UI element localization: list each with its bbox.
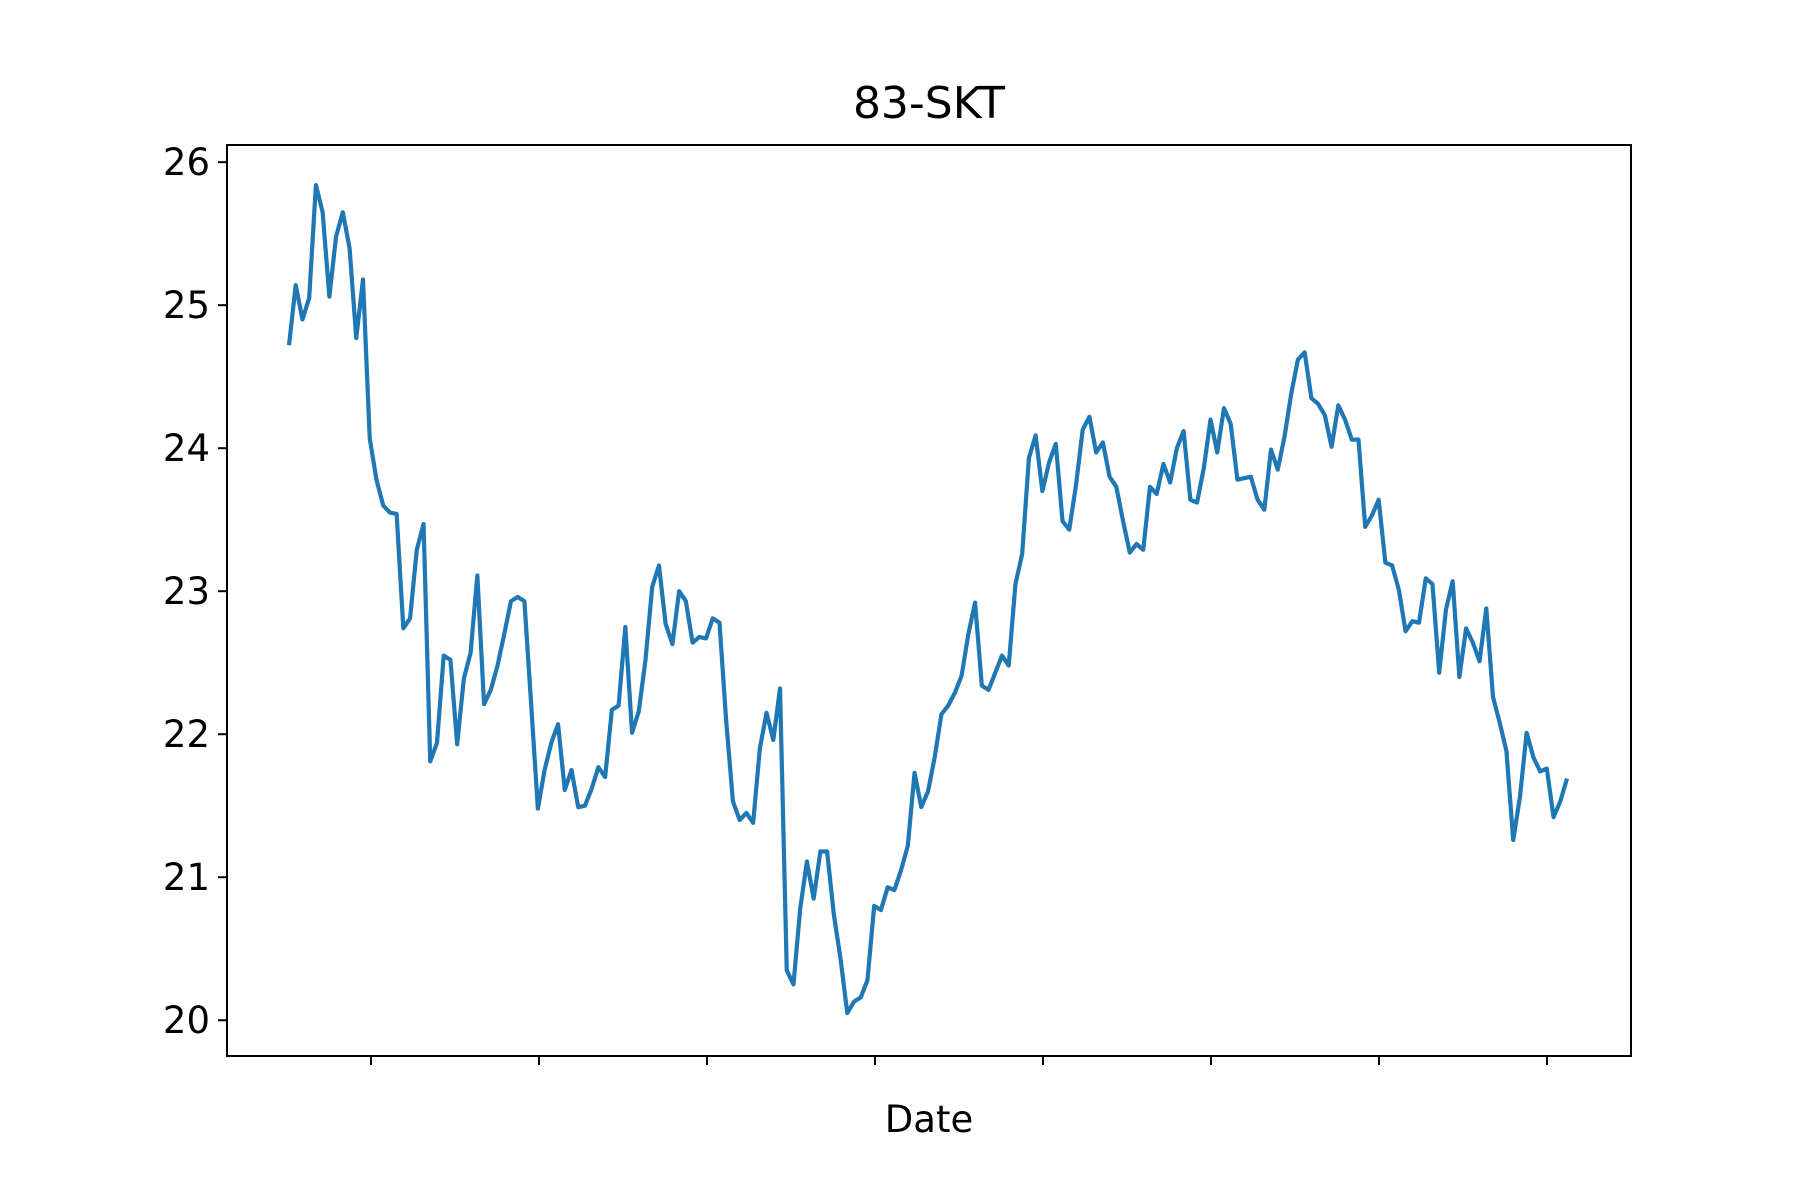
y-axis: 20 21 22 23 24 25 26 — [163, 141, 227, 1042]
y-tick-label: 21 — [163, 856, 210, 899]
chart-title: 83-SKT — [853, 78, 1005, 129]
y-tick-label: 24 — [163, 427, 210, 470]
y-tick-label: 22 — [163, 713, 210, 756]
y-tick-label: 23 — [163, 570, 210, 613]
series-line — [286, 182, 1570, 1016]
x-axis-ticks — [370, 1056, 1548, 1065]
plot-area-frame — [226, 144, 1632, 1057]
x-axis-label: Date — [885, 1098, 973, 1141]
y-tick-label: 26 — [163, 141, 210, 184]
y-tick-label: 25 — [163, 284, 210, 327]
y-tick-label: 20 — [163, 999, 210, 1042]
